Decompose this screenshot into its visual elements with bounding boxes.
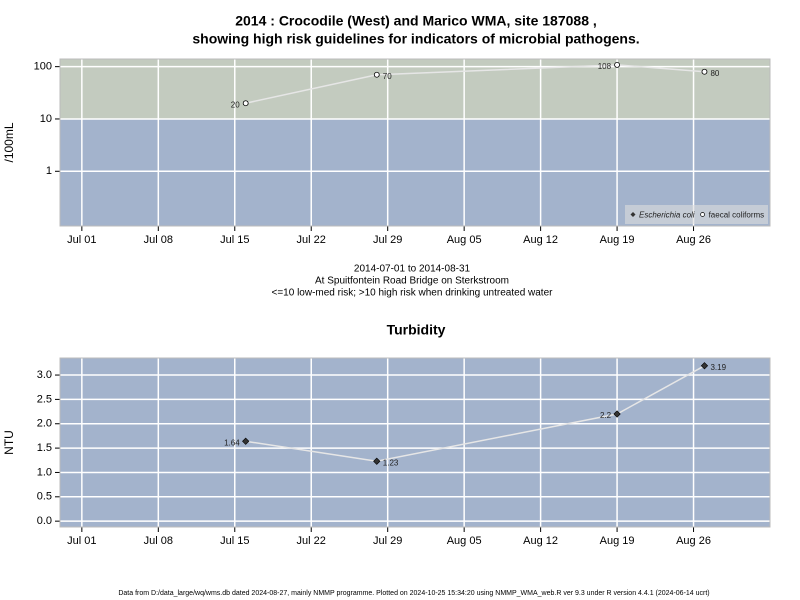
legend-box bbox=[625, 205, 768, 224]
data-label: 80 bbox=[710, 69, 719, 78]
series-line bbox=[245, 64, 705, 104]
y-tick-label: 2.0 bbox=[37, 418, 52, 430]
plot-frame bbox=[59, 357, 771, 528]
x-tick-label: Aug 26 bbox=[676, 234, 711, 246]
y-axis-label: NTU bbox=[2, 430, 16, 455]
y-tick-label: 1 bbox=[46, 165, 52, 177]
x-tick-label: Jul 29 bbox=[373, 535, 402, 547]
data-label: 108 bbox=[598, 62, 612, 71]
y-tick-label: 0.0 bbox=[37, 515, 52, 527]
series-line bbox=[245, 365, 705, 463]
chart-subtitle: showing high risk guidelines for indicat… bbox=[192, 31, 639, 47]
plot-background bbox=[60, 358, 770, 527]
data-point bbox=[242, 437, 250, 445]
data-point bbox=[373, 457, 381, 465]
note: At Spuitfontein Road Bridge on Sterkstro… bbox=[315, 276, 509, 287]
x-tick-label: Jul 01 bbox=[67, 535, 96, 547]
y-tick-label: 100 bbox=[34, 61, 52, 73]
y-tick-label: 10 bbox=[40, 113, 52, 125]
x-tick-label: Jul 08 bbox=[144, 535, 173, 547]
x-tick-label: Jul 22 bbox=[297, 234, 326, 246]
data-label: 1.64 bbox=[224, 438, 240, 447]
y-axis-label: /100mL bbox=[2, 122, 16, 162]
x-tick-label: Jul 01 bbox=[67, 234, 96, 246]
y-tick-label: 1.0 bbox=[37, 466, 52, 478]
y-tick-label: 0.5 bbox=[37, 491, 52, 503]
chart-title: Turbidity bbox=[387, 322, 446, 338]
plot-frame bbox=[59, 58, 771, 227]
x-tick-label: Aug 12 bbox=[523, 234, 558, 246]
chart-title: 2014 : Crocodile (West) and Marico WMA, … bbox=[235, 13, 597, 29]
legend: Escherichia coli faecal coliforms bbox=[625, 205, 768, 224]
x-tick-label: Jul 15 bbox=[220, 535, 249, 547]
data-label: 70 bbox=[383, 72, 392, 81]
y-tick-label: 3.0 bbox=[37, 369, 52, 381]
data-point bbox=[614, 61, 620, 68]
legend-label: faecal coliforms bbox=[709, 211, 765, 220]
data-point bbox=[373, 71, 380, 78]
data-label: 3.19 bbox=[710, 363, 726, 372]
x-tick-label: Jul 08 bbox=[144, 234, 173, 246]
footer: Data from D:/data_large/wq/wms.db dated … bbox=[118, 590, 709, 597]
x-tick-label: Aug 05 bbox=[447, 535, 482, 547]
legend-label: Escherichia coli bbox=[639, 211, 695, 220]
data-label: 20 bbox=[231, 100, 240, 109]
y-tick-label: 1.5 bbox=[37, 442, 52, 454]
x-tick-label: Aug 05 bbox=[447, 234, 482, 246]
y-tick-label: 2.5 bbox=[37, 393, 52, 405]
x-tick-label: Aug 26 bbox=[676, 535, 711, 547]
x-tick-label: Aug 19 bbox=[600, 234, 635, 246]
note: 2014-07-01 to 2014-08-31 bbox=[354, 264, 471, 275]
data-point bbox=[613, 410, 621, 418]
x-tick-label: Jul 29 bbox=[373, 234, 402, 246]
note: <=10 low-med risk; >10 high risk when dr… bbox=[272, 288, 554, 299]
data-point bbox=[242, 100, 249, 107]
x-tick-label: Aug 12 bbox=[523, 535, 558, 547]
legend-marker bbox=[700, 212, 705, 217]
legend-marker bbox=[630, 212, 636, 217]
data-label: 2.2 bbox=[600, 411, 612, 420]
x-tick-label: Jul 22 bbox=[297, 535, 326, 547]
x-tick-label: Aug 19 bbox=[600, 535, 635, 547]
data-point bbox=[701, 68, 708, 75]
data-label: 1.23 bbox=[383, 458, 399, 467]
high-risk-band bbox=[60, 59, 770, 119]
x-tick-label: Jul 15 bbox=[220, 234, 249, 246]
data-point bbox=[700, 362, 709, 370]
